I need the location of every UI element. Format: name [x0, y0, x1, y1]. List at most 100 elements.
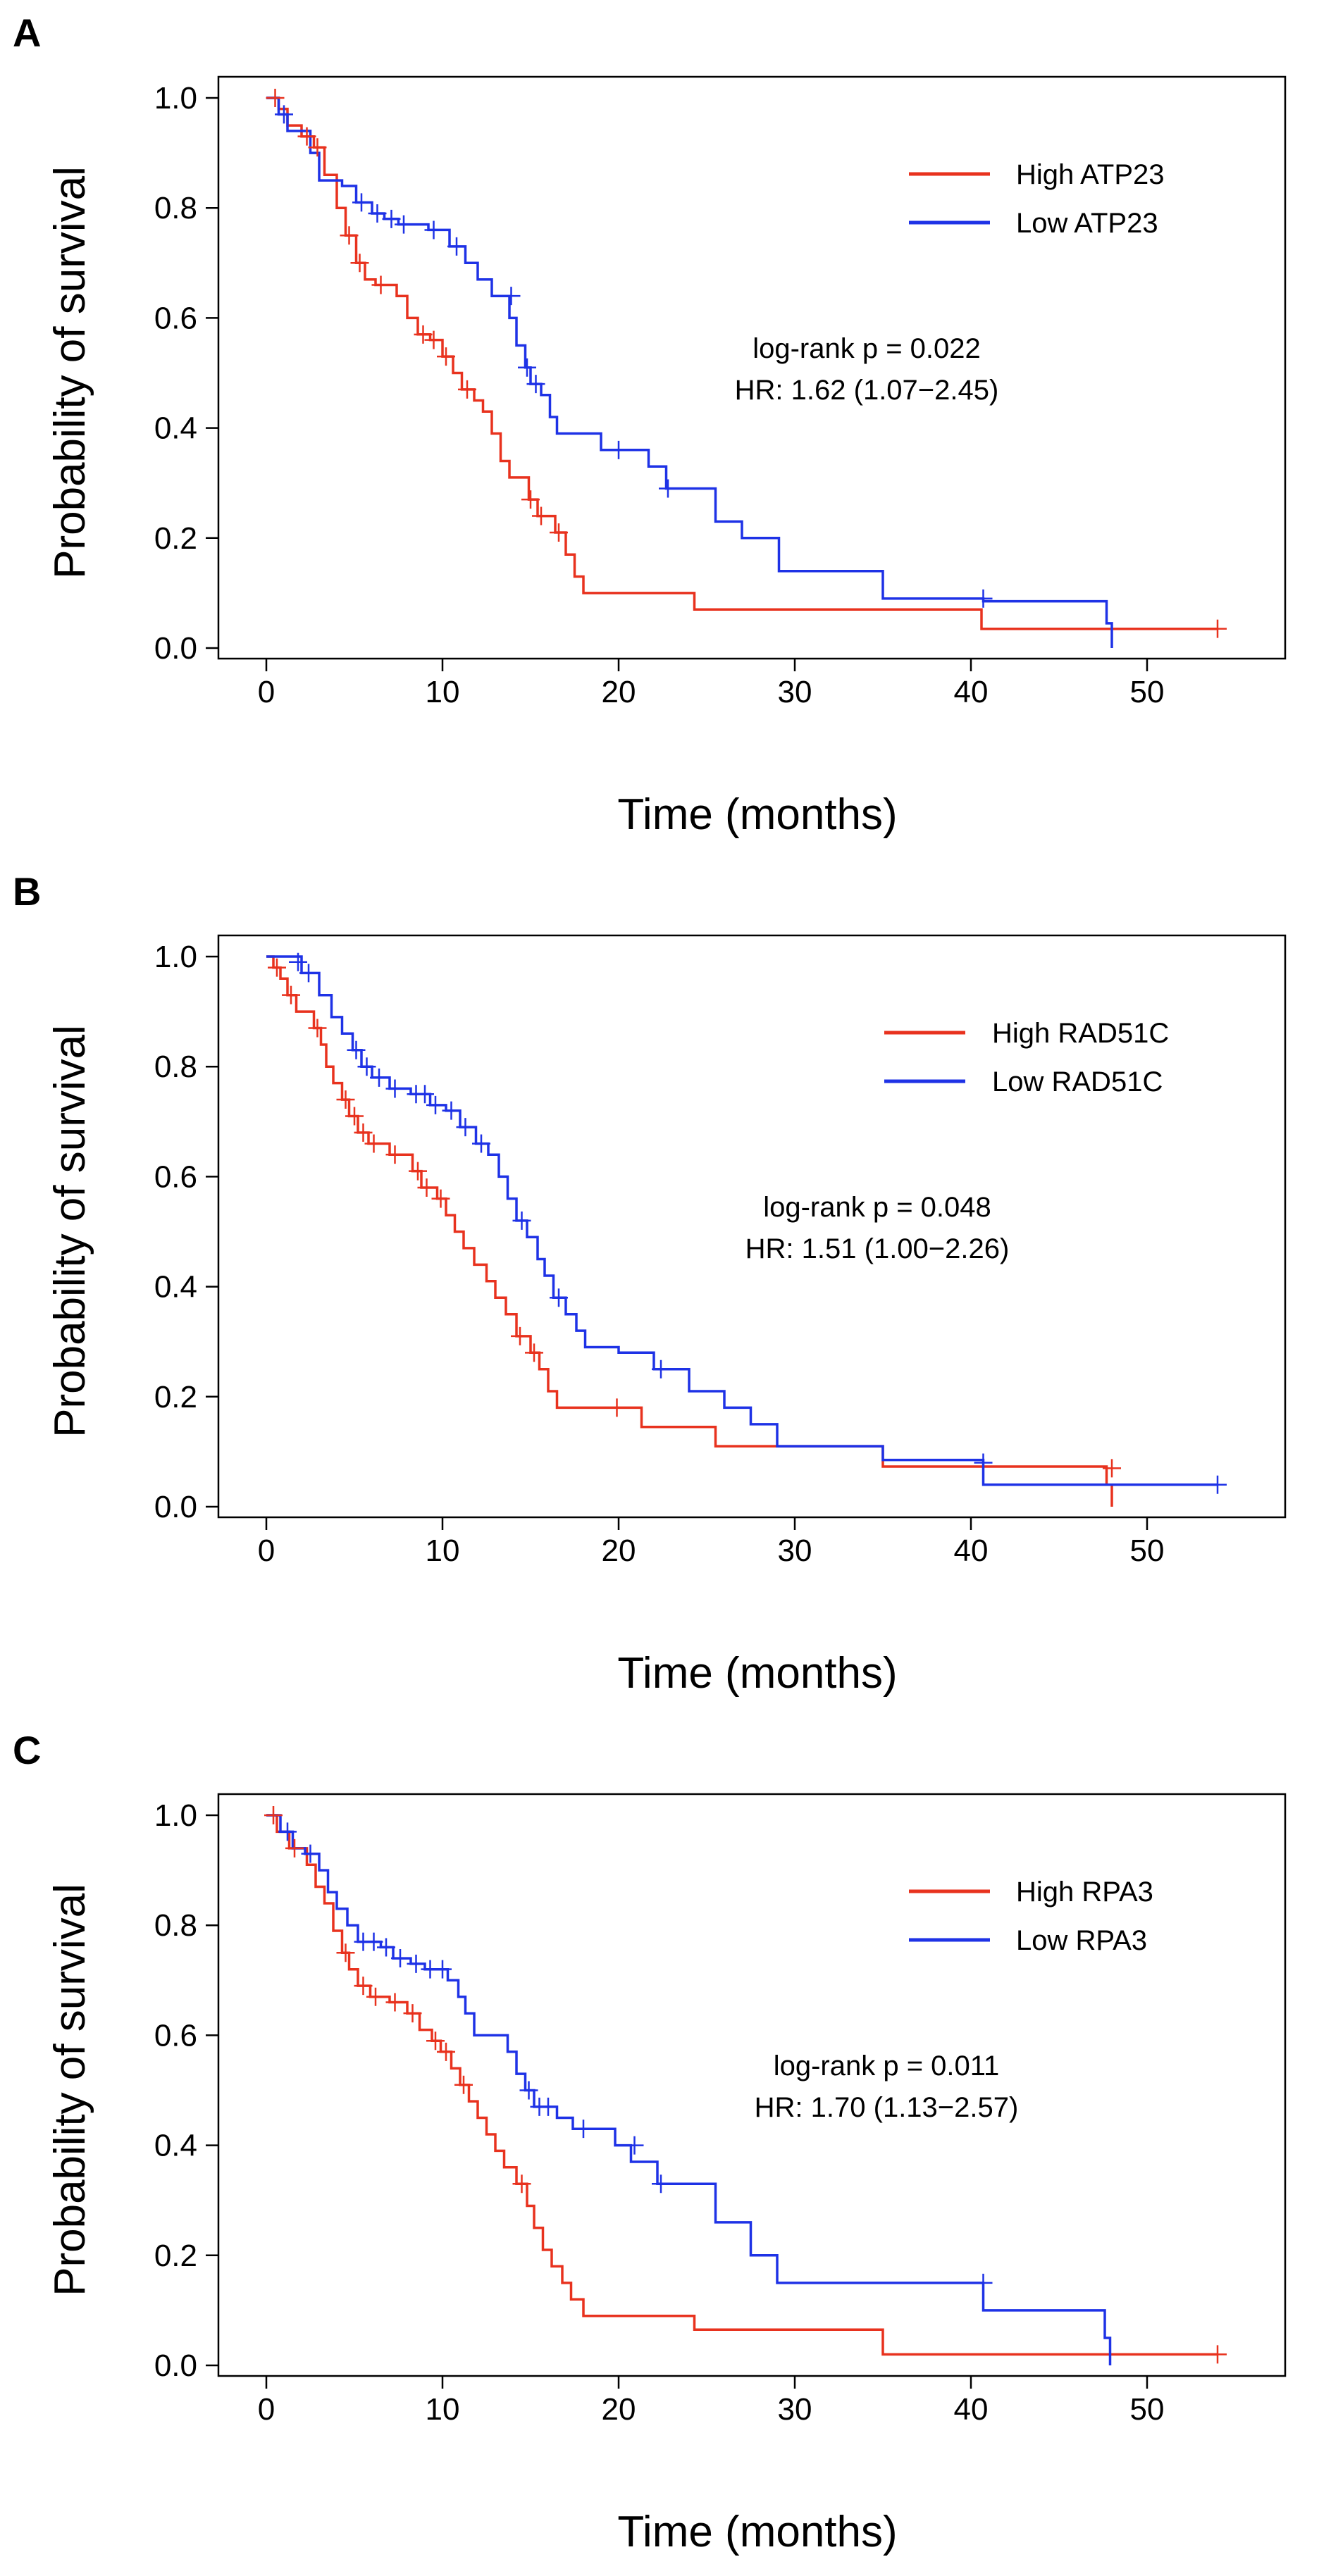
censor-mark [278, 1822, 297, 1841]
censor-mark [625, 2136, 644, 2155]
plot-frame [217, 934, 1287, 1519]
censor-mark [526, 375, 545, 394]
y-tick-label: 0.4 [154, 1270, 197, 1305]
censor-mark [354, 1123, 373, 1142]
censor-mark [607, 1398, 626, 1417]
x-tick-label: 20 [602, 1533, 636, 1568]
censor-mark [609, 440, 628, 459]
censor-mark [532, 506, 550, 525]
censor-mark [424, 330, 443, 349]
censor-mark [417, 1178, 436, 1197]
y-tick-label: 0.8 [154, 1050, 197, 1084]
censor-mark [285, 1838, 304, 1858]
censor-mark [336, 1090, 355, 1109]
censor-mark [275, 105, 293, 124]
x-tick-label: 0 [258, 1533, 275, 1568]
censor-mark [442, 1101, 461, 1120]
x-tick-label: 20 [602, 2392, 636, 2427]
y-tick-label: 0.4 [154, 2129, 197, 2163]
censor-mark [299, 964, 318, 983]
y-tick-label: 0.2 [154, 2239, 197, 2273]
censor-mark [525, 1343, 543, 1362]
plot-frame [217, 75, 1287, 660]
censor-mark [264, 1806, 283, 1824]
censor-mark [377, 1938, 395, 1957]
censor-mark [652, 1359, 670, 1379]
x-tick-label: 40 [954, 675, 989, 709]
y-axis-title: Probability of survival [46, 166, 94, 579]
km-chart-b: B 0 10 20 30 40 50 0.0 0.2 0.4 0.6 0.8 1.0 Time (mo… [13, 869, 1287, 1698]
censor-mark [403, 2004, 422, 2023]
legend-label-high: High RAD51C [992, 1018, 1169, 1049]
censor-mark [431, 1189, 450, 1208]
x-axis-title: Time (months) [617, 2508, 897, 2556]
y-tick-label: 0.6 [154, 2018, 197, 2053]
y-tick-label: 1.0 [154, 1798, 197, 1833]
y-tick-label: 1.0 [154, 81, 197, 116]
km-panel-a: A 0 10 20 30 40 50 0.0 0.2 0.4 0.6 0.8 1.0 Time (mo… [0, 0, 1319, 859]
x-tick-label: 30 [778, 2392, 812, 2427]
censor-mark [652, 2174, 670, 2194]
censor-mark [385, 1993, 404, 2012]
censor-mark [458, 380, 476, 399]
censor-mark [385, 1145, 404, 1164]
censor-mark [1103, 1459, 1121, 1478]
censor-mark [550, 523, 568, 542]
hazard-ratio-annotation: HR: 1.62 (1.07−2.45) [735, 375, 999, 406]
censor-mark [437, 2042, 455, 2061]
censor-mark [340, 226, 359, 245]
legend: High ATP23 Low ATP23 [909, 159, 1165, 239]
x-tick-label: 20 [602, 675, 636, 709]
censor-mark [364, 1932, 383, 1951]
censor-mark [456, 1118, 475, 1137]
censor-mark [354, 1977, 373, 1996]
censor-mark [574, 2120, 593, 2139]
km-curve-low [266, 97, 1113, 648]
panel-letter: C [13, 1728, 41, 1772]
censor-mark [974, 589, 993, 608]
panel-letter: B [13, 869, 41, 914]
censor-mark [472, 1134, 490, 1153]
plot-frame [217, 1793, 1287, 2377]
km-curve-high [266, 1814, 1218, 2356]
censor-mark [539, 2097, 557, 2116]
censor-marks [266, 89, 1227, 638]
legend-label-low: Low RPA3 [1016, 1925, 1147, 1956]
censor-mark [426, 2031, 445, 2051]
logrank-annotation: log-rank p = 0.048 [763, 1192, 991, 1223]
censor-mark [512, 1211, 531, 1230]
hazard-ratio-annotation: HR: 1.70 (1.13−2.57) [755, 2092, 1019, 2123]
y-tick-label: 0.6 [154, 1159, 197, 1194]
axes: 0 10 20 30 40 50 0.0 0.2 0.4 0.6 0.8 1.0 [154, 1798, 1165, 2427]
censor-mark [297, 127, 316, 146]
x-tick-label: 30 [778, 675, 812, 709]
km-panel-c: C 0 10 20 30 40 50 0.0 0.2 0.4 0.6 0.8 1.0 Time (mo… [0, 1717, 1319, 2576]
censor-mark [368, 204, 387, 223]
km-chart-c: C 0 10 20 30 40 50 0.0 0.2 0.4 0.6 0.8 1.0 Time (mo… [13, 1728, 1287, 2556]
censor-marks [264, 1806, 1227, 2364]
curves [266, 1814, 1218, 2365]
censor-mark [308, 138, 327, 157]
censor-mark [308, 1019, 327, 1038]
censor-marks [268, 952, 1227, 1494]
y-tick-label: 0.2 [154, 1380, 197, 1414]
censor-mark [268, 958, 286, 977]
censor-mark [371, 275, 390, 294]
censor-mark [1208, 2345, 1227, 2364]
y-tick-label: 0.8 [154, 1908, 197, 1943]
y-tick-label: 0.0 [154, 1490, 197, 1524]
logrank-annotation: log-rank p = 0.022 [753, 333, 981, 364]
censor-mark [266, 89, 285, 107]
censor-mark [518, 358, 536, 377]
censor-mark [350, 254, 369, 273]
censor-mark [511, 1326, 529, 1345]
censor-mark [395, 215, 413, 234]
legend: High RAD51C Low RAD51C [884, 1018, 1169, 1097]
x-tick-label: 40 [954, 2392, 989, 2427]
legend-label-high: High ATP23 [1016, 159, 1165, 190]
y-axis-title: Probability of survival [46, 1884, 94, 2296]
y-tick-label: 0.6 [154, 301, 197, 335]
censor-mark [336, 1943, 355, 1962]
censor-mark [433, 1960, 452, 1979]
x-tick-label: 50 [1130, 1533, 1165, 1568]
